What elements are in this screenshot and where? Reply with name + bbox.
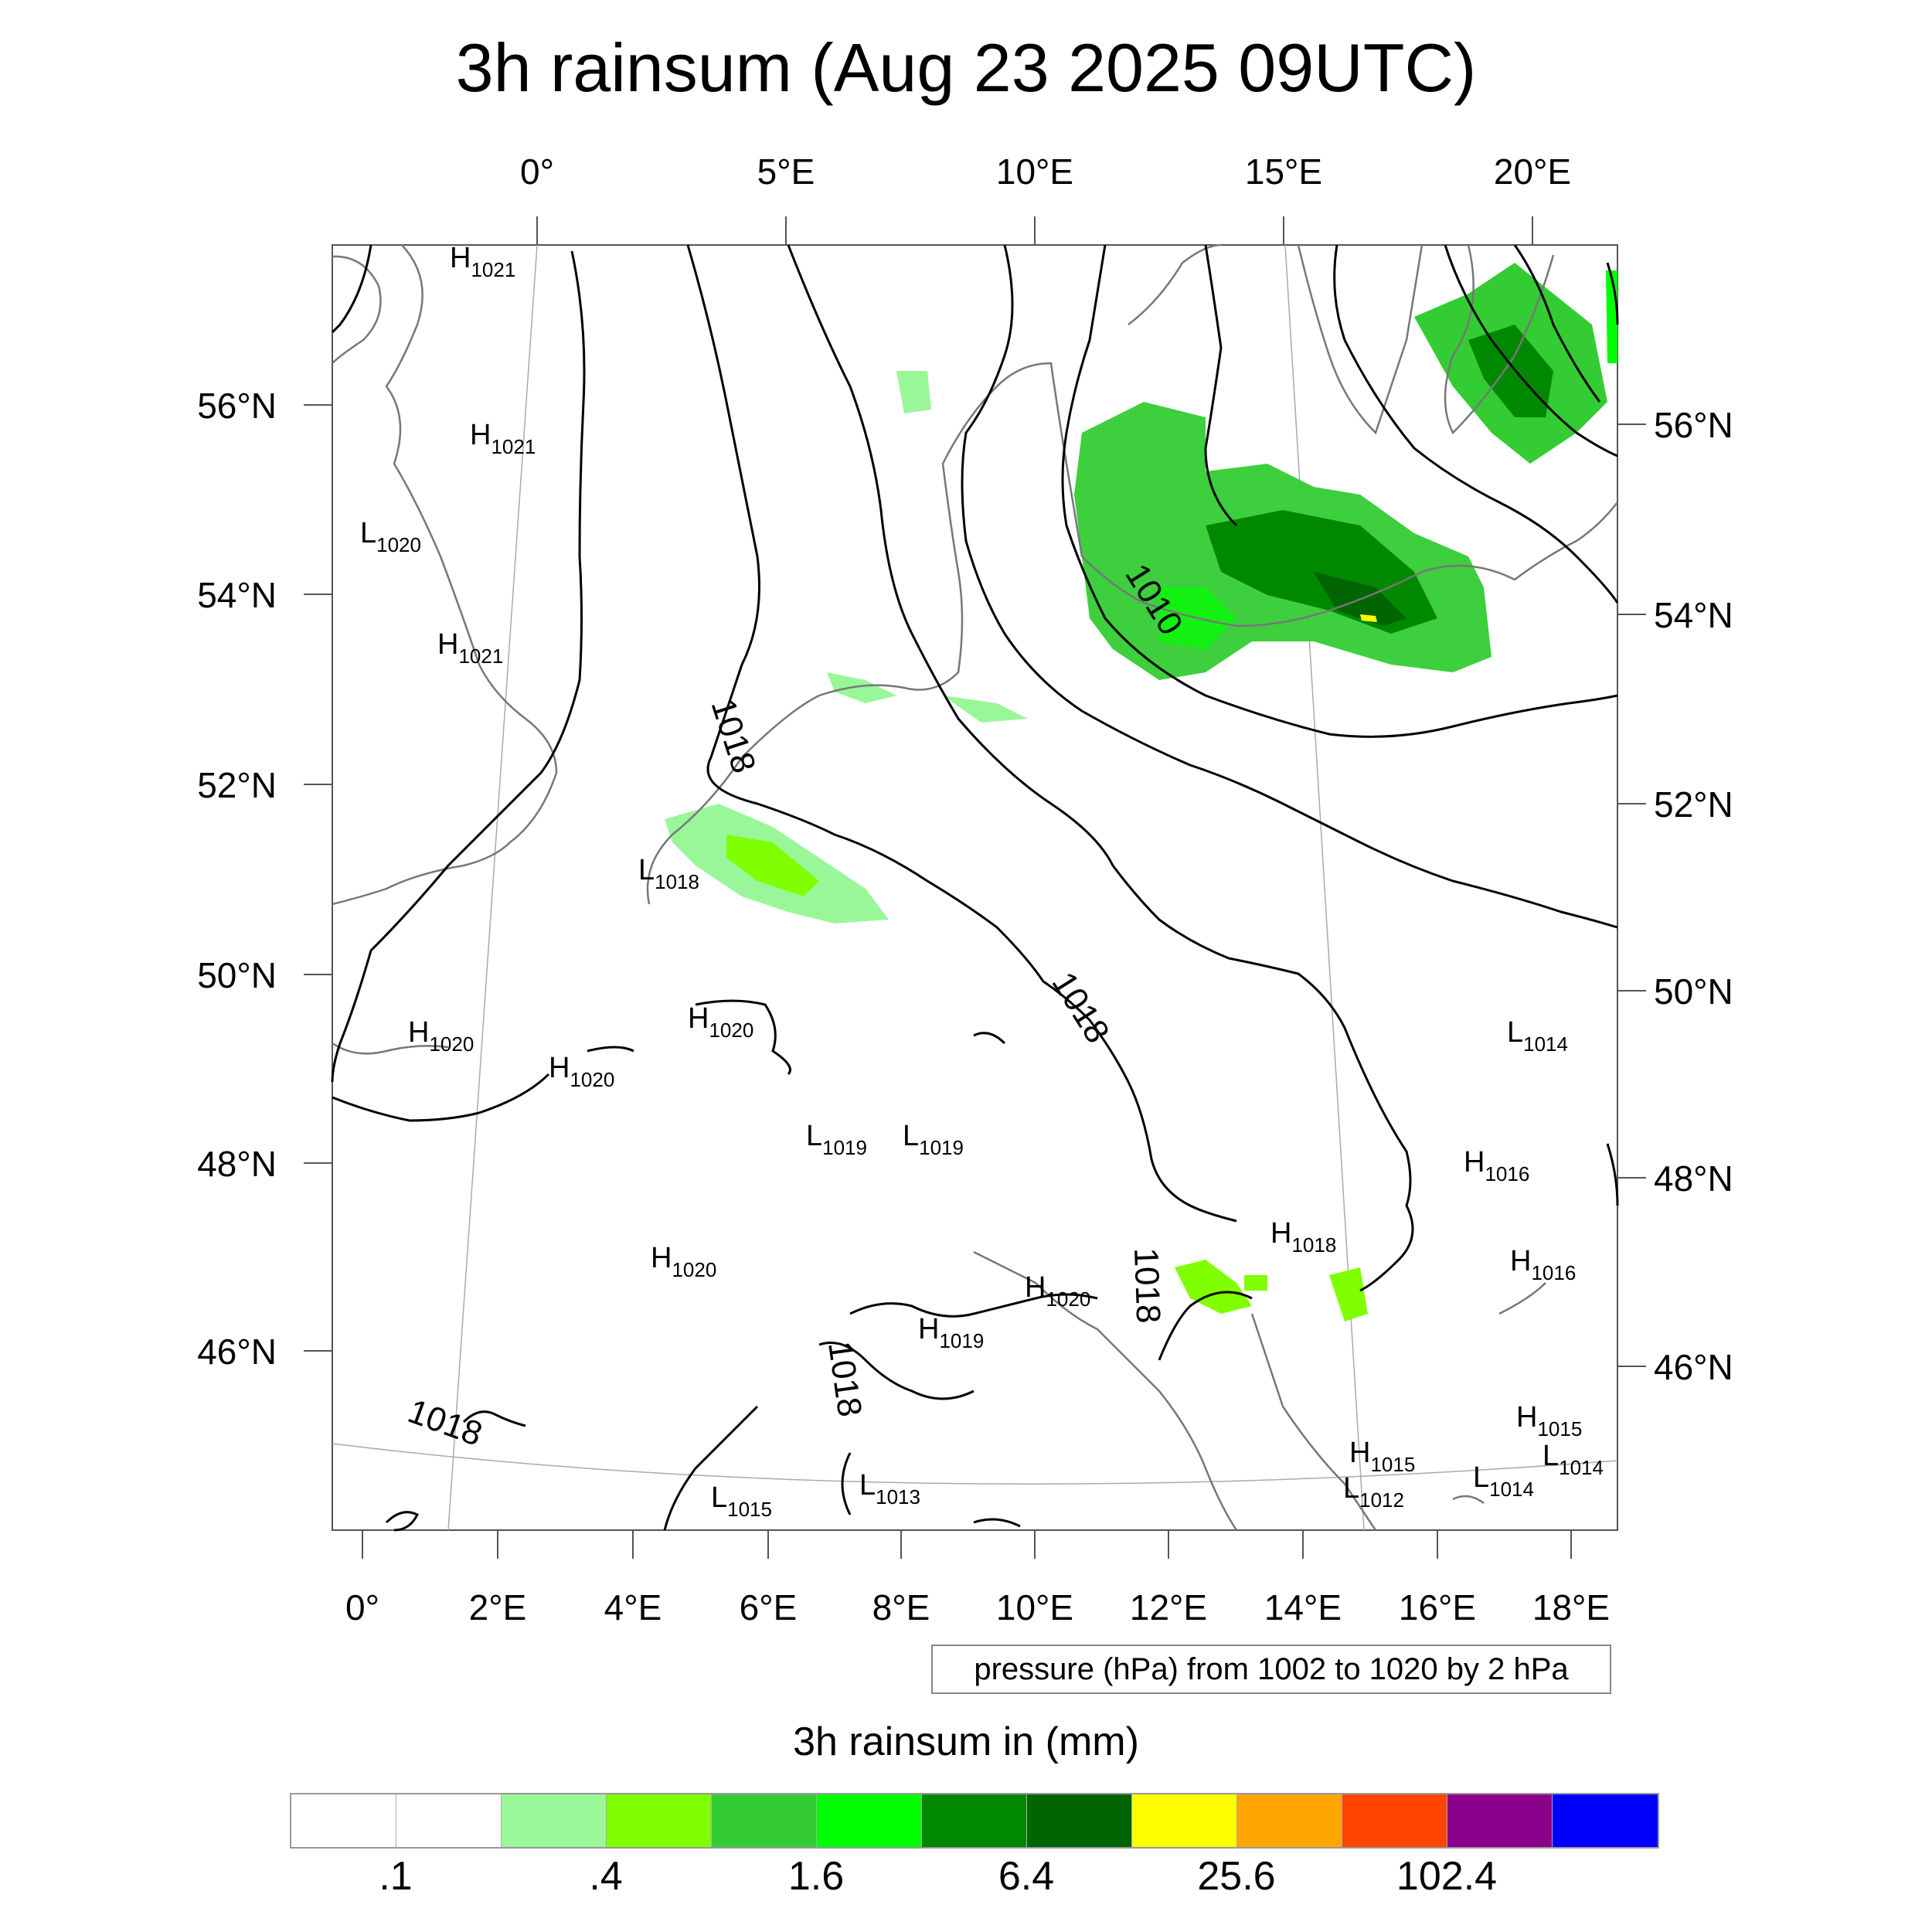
- rain-area-north-coast: [827, 672, 1028, 723]
- left-lat-label: 50°N: [197, 955, 277, 995]
- lon-labels-bottom: 0° 2°E 4°E 6°E 8°E 10°E 12°E 14°E 16°E 1…: [345, 1587, 1610, 1628]
- lat-labels-right: 56°N 54°N 52°N 50°N 48°N 46°N: [1654, 405, 1733, 1387]
- colorbar-swatch: [1132, 1794, 1237, 1847]
- bottom-lon-label: 16°E: [1399, 1587, 1476, 1628]
- pressure-center: H1018: [1270, 1217, 1336, 1257]
- pressure-center: H1015: [1516, 1401, 1582, 1440]
- colorbar-tick-label: 6.4: [998, 1854, 1055, 1899]
- contour-label: 1018: [1127, 1247, 1167, 1325]
- top-lon-label: 10°E: [996, 151, 1073, 192]
- right-lat-label: 48°N: [1654, 1158, 1733, 1199]
- pressure-note: pressure (hPa) from 1002 to 1020 by 2 hP…: [931, 1645, 1611, 1694]
- left-lat-label: 46°N: [197, 1332, 277, 1372]
- colorbar-tick-label: 102.4: [1396, 1854, 1498, 1899]
- right-lat-label: 52°N: [1654, 784, 1733, 825]
- pressure-center: H1020: [549, 1052, 614, 1091]
- contour-label: 1018: [703, 694, 763, 777]
- colorbar-swatch: [502, 1794, 607, 1847]
- pressure-center: L1013: [859, 1469, 920, 1509]
- contour-label: 1018: [1045, 965, 1117, 1049]
- lon-labels-top: 0° 5°E 10°E 15°E 20°E: [520, 151, 1571, 192]
- top-lon-label: 15°E: [1245, 151, 1322, 192]
- colorbar-swatch: [607, 1794, 712, 1847]
- left-lat-label: 52°N: [197, 765, 277, 805]
- bottom-lon-label: 10°E: [996, 1587, 1073, 1628]
- colorbar-swatch: [817, 1794, 922, 1847]
- pressure-center: H1020: [688, 1002, 753, 1042]
- pressure-center: L1018: [638, 854, 699, 893]
- contour-label: 1018: [821, 1339, 869, 1420]
- pressure-center: H1021: [437, 628, 503, 668]
- rain-area-sweden-strip: [1606, 270, 1617, 363]
- pressure-center: L1020: [360, 517, 421, 556]
- rain-area-sweden-east-core: [1468, 325, 1553, 417]
- bottom-lon-label: 0°: [345, 1587, 379, 1628]
- contour-labels: 1018 1018 1018 1010 1018 1018: [403, 557, 1190, 1454]
- axis-ticks: [304, 216, 1646, 1559]
- pressure-center: H1016: [1510, 1245, 1576, 1284]
- pressure-center: H1020: [408, 1016, 474, 1056]
- pressure-center: H1019: [918, 1313, 984, 1352]
- pressure-center: H1016: [1464, 1146, 1529, 1185]
- pressure-center: L1015: [711, 1481, 772, 1521]
- pressure-center: L1014: [1473, 1461, 1534, 1501]
- pressure-center: L1019: [806, 1120, 867, 1159]
- rain-area-alps: [1175, 1260, 1368, 1321]
- left-lat-label: 56°N: [197, 386, 277, 426]
- pressure-center: H1020: [651, 1242, 716, 1281]
- colorbar-tick-label: 25.6: [1197, 1854, 1276, 1899]
- right-lat-label: 56°N: [1654, 405, 1733, 445]
- left-lat-label: 54°N: [197, 575, 277, 615]
- colorbar-swatch: [712, 1794, 817, 1847]
- colorbar-swatch: [1342, 1794, 1447, 1847]
- colorbar-swatch: [291, 1794, 396, 1847]
- isobars: [331, 244, 1619, 1532]
- map-title: 3h rainsum (Aug 23 2025 09UTC): [455, 29, 1477, 106]
- rain-area-baltic-peak: [1360, 614, 1377, 622]
- pressure-center: L1014: [1507, 1016, 1568, 1056]
- colorbar-swatch: [396, 1794, 502, 1847]
- map-frame: [332, 244, 1618, 1531]
- pressure-center: L1019: [903, 1120, 964, 1159]
- bottom-lon-label: 8°E: [872, 1587, 930, 1628]
- pressure-center: H1020: [1025, 1271, 1090, 1311]
- pressure-center: H1015: [1349, 1437, 1415, 1476]
- rain-colorbar: [290, 1793, 1659, 1849]
- right-lat-label: 46°N: [1654, 1347, 1733, 1387]
- rain-area-denmark-west: [896, 371, 931, 413]
- rain-area-netherlands-core: [726, 835, 819, 896]
- left-lat-label: 48°N: [197, 1144, 277, 1184]
- top-lon-label: 0°: [520, 151, 554, 192]
- lat-labels-left: 56°N 54°N 52°N 50°N 48°N 46°N: [197, 386, 277, 1372]
- colorbar-tick-label: .1: [379, 1854, 413, 1899]
- contour-label: 1018: [403, 1392, 488, 1454]
- top-lon-label: 5°E: [757, 151, 815, 192]
- pressure-center: L1012: [1343, 1472, 1404, 1512]
- bottom-lon-label: 4°E: [604, 1587, 662, 1628]
- colorbar-tick-label: .4: [589, 1854, 623, 1899]
- pressure-center: H1021: [450, 242, 515, 281]
- colorbar-swatch: [1447, 1794, 1553, 1847]
- coastlines: [332, 243, 1618, 1531]
- bottom-lon-label: 6°E: [740, 1587, 798, 1628]
- colorbar-swatch: [1553, 1794, 1658, 1847]
- pressure-centers: H1021 H1021 L1020 H1021 L1018 H1020 H102…: [360, 242, 1604, 1521]
- bottom-lon-label: 18°E: [1532, 1587, 1610, 1628]
- colorbar-swatch: [1027, 1794, 1132, 1847]
- colorbar-swatch: [922, 1794, 1027, 1847]
- top-lon-label: 20°E: [1494, 151, 1571, 192]
- bottom-lon-label: 14°E: [1264, 1587, 1342, 1628]
- colorbar-swatch: [1237, 1794, 1342, 1847]
- right-lat-label: 54°N: [1654, 595, 1733, 635]
- bottom-lon-label: 12°E: [1130, 1587, 1207, 1628]
- pressure-center: H1021: [470, 419, 536, 458]
- legend-title: 3h rainsum in (mm): [793, 1719, 1139, 1764]
- right-lat-label: 50°N: [1654, 971, 1733, 1012]
- bottom-lon-label: 2°E: [469, 1587, 527, 1628]
- colorbar-tick-label: 1.6: [787, 1854, 845, 1899]
- pressure-center: L1014: [1543, 1440, 1604, 1479]
